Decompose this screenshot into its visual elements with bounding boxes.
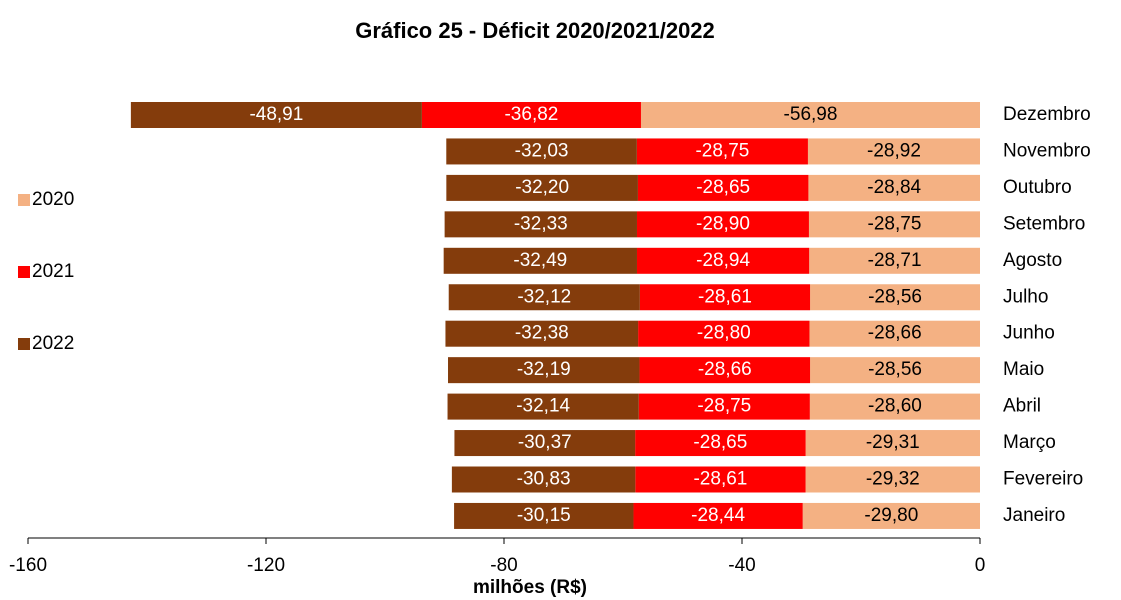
value-label: -29,32 [866, 469, 920, 490]
value-label: -28,90 [696, 213, 750, 234]
legend-label: 2022 [32, 333, 74, 354]
bar-segment [451, 466, 636, 493]
category-label: Março [1003, 432, 1056, 453]
bar-segment [638, 393, 810, 420]
value-label: -28,60 [868, 396, 922, 417]
value-label: -32,20 [515, 177, 569, 198]
bar-segment [636, 247, 810, 274]
category-label: Abril [1003, 396, 1041, 417]
bar-segment [810, 284, 980, 311]
x-tick-label: -80 [490, 555, 517, 576]
bar-segment [808, 211, 980, 238]
bar-segment [443, 247, 637, 274]
category-label: Janeiro [1003, 505, 1065, 526]
value-label: -32,19 [517, 359, 571, 380]
value-label: -28,61 [693, 469, 747, 490]
bar-segment [421, 102, 641, 128]
bar-segment [444, 211, 637, 238]
category-label: Junho [1003, 323, 1055, 344]
bar-segment [810, 357, 980, 384]
bar-segment [635, 466, 806, 493]
bar-segment [805, 430, 980, 457]
bar-segment [802, 502, 980, 529]
bar-segment [638, 320, 810, 347]
bar-segment [130, 102, 422, 128]
x-tick-label: -40 [728, 555, 755, 576]
value-label: -28,84 [867, 177, 921, 198]
bar-segment [807, 138, 980, 165]
value-label: -28,65 [696, 177, 750, 198]
x-tick-label: -120 [247, 555, 285, 576]
value-label: -30,15 [517, 505, 571, 526]
bar-segment [809, 247, 980, 274]
bar-segment [448, 357, 640, 384]
value-label: -48,91 [249, 104, 303, 125]
value-label: -36,82 [504, 104, 558, 125]
value-label: -28,66 [698, 359, 752, 380]
value-label: -28,75 [868, 213, 922, 234]
value-label: -56,98 [784, 104, 838, 125]
value-label: -28,75 [695, 140, 749, 161]
value-label: -29,80 [864, 505, 918, 526]
bar-segment [445, 320, 639, 347]
chart-title: Gráfico 25 - Déficit 2020/2021/2022 [355, 18, 715, 43]
value-label: -28,94 [696, 250, 750, 271]
category-label: Maio [1003, 359, 1044, 380]
legend-swatch [18, 266, 30, 278]
bar-segment [447, 393, 639, 420]
value-label: -28,66 [868, 323, 922, 344]
value-label: -32,12 [517, 286, 571, 307]
category-label: Julho [1003, 286, 1048, 307]
value-label: -30,83 [517, 469, 571, 490]
category-label: Agosto [1003, 250, 1062, 271]
bar-segment [633, 502, 803, 529]
value-label: -30,37 [518, 432, 572, 453]
value-label: -28,56 [868, 359, 922, 380]
category-label: Outubro [1003, 177, 1072, 198]
bar-segment [448, 284, 640, 311]
value-label: -32,38 [515, 323, 569, 344]
value-label: -28,71 [868, 250, 922, 271]
legend-swatch [18, 338, 30, 350]
value-label: -28,61 [698, 286, 752, 307]
category-label: Fevereiro [1003, 469, 1083, 490]
bar-segment [637, 174, 809, 201]
category-label: Setembro [1003, 213, 1085, 234]
legend-swatch [18, 194, 30, 206]
bar-segment [805, 466, 980, 493]
value-label: -28,65 [693, 432, 747, 453]
value-label: -32,14 [516, 396, 570, 417]
value-label: -28,92 [867, 140, 921, 161]
value-label: -28,75 [697, 396, 751, 417]
bar-segment [454, 430, 636, 457]
value-label: -28,44 [691, 505, 745, 526]
bar-segment [636, 138, 808, 165]
category-label: Novembro [1003, 140, 1091, 161]
bar-segment [640, 102, 980, 128]
bar-segment [639, 357, 811, 384]
value-label: -32,33 [514, 213, 568, 234]
x-tick-label: 0 [975, 555, 986, 576]
bar-segment [454, 502, 634, 529]
x-tick-label: -160 [9, 555, 47, 576]
bar-segment [809, 393, 980, 420]
value-label: -32,03 [515, 140, 569, 161]
value-label: -29,31 [866, 432, 920, 453]
value-label: -28,80 [697, 323, 751, 344]
bar-segment [635, 430, 806, 457]
legend-label: 2021 [32, 261, 74, 282]
category-label: Dezembro [1003, 104, 1091, 125]
bar-segment [809, 320, 980, 347]
value-label: -28,56 [868, 286, 922, 307]
value-label: -32,49 [513, 250, 567, 271]
bar-segment [808, 174, 980, 201]
legend-label: 2020 [32, 189, 74, 210]
x-axis-title: milhões (R$) [473, 577, 587, 598]
bar-segment [446, 174, 638, 201]
bar-segment [636, 211, 809, 238]
bar-segment [639, 284, 811, 311]
bar-segment [446, 138, 637, 165]
